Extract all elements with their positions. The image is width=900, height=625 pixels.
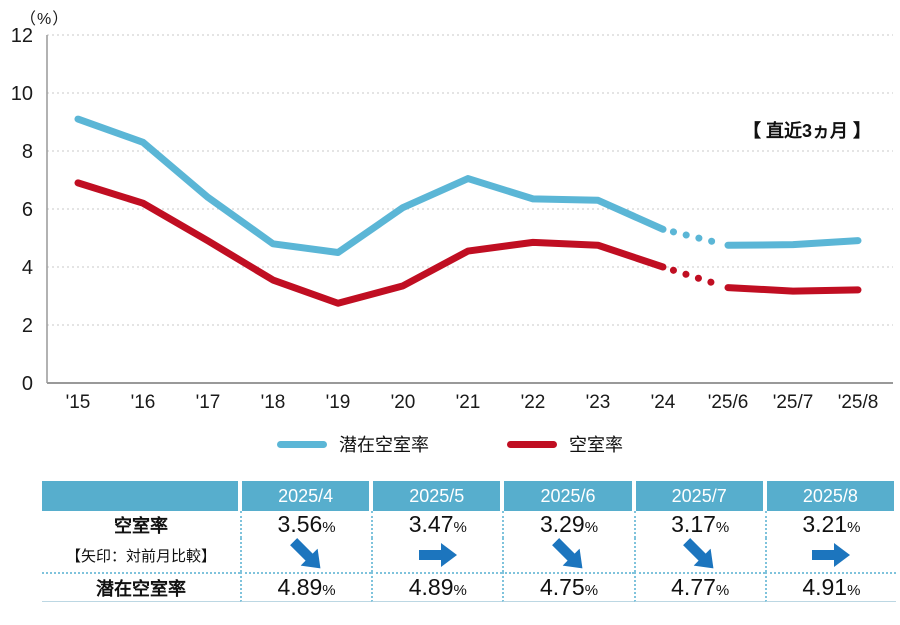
- arrow-note-label: 【矢印：対前月比較】: [65, 547, 216, 565]
- potential-vacancy-line-dotted: [669, 228, 725, 248]
- row-label-cell: 【矢印：対前月比較】: [42, 538, 240, 572]
- rate-value: 4.75%: [539, 574, 599, 600]
- vacancy-rate-line-chart: 0 2 4 6 8 10 12 '15 '16 '17 '18 '19 '20 '21 '22 '23 '24 '…: [11, 25, 893, 413]
- potential-vacancy-line: [74, 115, 667, 256]
- rate-value: 3.29%: [539, 511, 599, 537]
- arrow-cell: [240, 538, 372, 572]
- trend-arrow-down: [541, 527, 596, 582]
- table-header-month: 2025/6: [502, 481, 633, 511]
- x-tick-label: '24: [651, 392, 676, 413]
- value-cell: 3.21%: [764, 511, 896, 538]
- row-label-cell: 空室率: [42, 511, 240, 538]
- trend-arrow-down: [279, 527, 334, 582]
- x-tick-label: '21: [456, 392, 481, 413]
- y-tick-label: 6: [22, 199, 33, 221]
- trend-arrow-down: [673, 527, 728, 582]
- arrow-icon: [683, 538, 714, 569]
- arrow-cell: [502, 538, 634, 572]
- y-tick-label: 12: [11, 25, 33, 47]
- rate-value: 3.47%: [408, 511, 467, 537]
- arrow-cell: [371, 538, 503, 572]
- value-cell: 4.77%: [633, 572, 765, 602]
- x-tick-label: '22: [521, 392, 546, 413]
- vacancy-line-dotted: [669, 266, 725, 290]
- y-tick-label: 2: [22, 315, 33, 337]
- x-tick-label: '20: [391, 392, 416, 413]
- x-tick-label: '17: [196, 392, 221, 413]
- header-month-label: 2025/7: [635, 481, 763, 511]
- value-cell: 3.47%: [371, 511, 503, 538]
- y-tick-label: 0: [22, 373, 33, 395]
- table-header-month: 2025/5: [371, 481, 502, 511]
- value-cell: 4.75%: [502, 572, 634, 602]
- rate-value: 3.56%: [277, 511, 336, 537]
- value-cell: 4.91%: [764, 572, 896, 602]
- rate-value: 4.77%: [671, 574, 730, 600]
- arrow-icon: [418, 543, 457, 567]
- header-month-label: 2025/6: [504, 481, 632, 511]
- rate-value: 4.89%: [277, 574, 336, 600]
- legend-label: 空室率: [569, 435, 623, 455]
- y-tick-label: 10: [11, 83, 33, 105]
- y-tick-label: 8: [22, 141, 33, 163]
- trend-arrow-right: [809, 538, 853, 572]
- chart-legend: 潜在空室率 空室率: [0, 428, 900, 460]
- x-tick-label: '25/6: [708, 392, 749, 413]
- row-label: 空室率: [114, 515, 168, 536]
- x-tick-label: '25/7: [773, 392, 814, 413]
- row-label-cell: 潜在空室率: [42, 572, 240, 602]
- vacancy-line: [74, 179, 667, 307]
- table-header-month: 2025/8: [765, 481, 896, 511]
- legend-line-swatch-blue: [277, 440, 327, 448]
- rate-value: 3.17%: [671, 511, 730, 537]
- arrow-cell: [764, 538, 896, 572]
- legend-line-swatch-red: [507, 440, 557, 448]
- x-tick-label: '19: [326, 392, 351, 413]
- table-header-month: 2025/4: [240, 481, 371, 511]
- legend-label: 潜在空室率: [339, 435, 429, 455]
- x-tick-label: '18: [261, 392, 286, 413]
- header-month-label: 2025/8: [766, 481, 894, 511]
- y-tick-label: 4: [22, 257, 33, 279]
- value-cell: 3.17%: [633, 511, 765, 538]
- x-tick-label: '16: [131, 392, 156, 413]
- arrow-icon: [812, 543, 851, 567]
- x-tick-label: '15: [66, 392, 91, 413]
- header-month-label: 2025/4: [242, 481, 370, 511]
- arrow-icon: [289, 538, 321, 569]
- legend-item-potential-vacancy: 潜在空室率: [277, 431, 429, 457]
- x-tick-label: '25/8: [838, 392, 879, 413]
- rate-value: 3.21%: [802, 511, 861, 537]
- table-header-month: 2025/7: [634, 481, 765, 511]
- monthly-vacancy-table: 2025/4 2025/5 2025/6 2025/7 2025/8 空室率 3.56% 3.…: [42, 481, 896, 602]
- value-cell: 4.89%: [240, 572, 372, 602]
- value-cell: 3.56%: [240, 511, 372, 538]
- legend-item-vacancy: 空室率: [507, 431, 623, 457]
- value-cell: 4.89%: [371, 572, 503, 602]
- row-label: 潜在空室率: [96, 578, 186, 599]
- arrow-cell: [633, 538, 765, 572]
- rate-value: 4.91%: [802, 574, 861, 600]
- vacancy-line: [724, 284, 862, 295]
- potential-vacancy-line: [724, 237, 862, 249]
- arrow-icon: [552, 538, 583, 569]
- rate-value: 4.89%: [408, 574, 467, 600]
- value-cell: 3.29%: [502, 511, 634, 538]
- x-tick-label: '23: [586, 392, 611, 413]
- header-month-label: 2025/5: [373, 481, 501, 511]
- header-pill: [42, 481, 238, 511]
- table-header-corner: [42, 481, 240, 511]
- y-axis-unit-label: （%）: [20, 11, 70, 28]
- recent-3-months-annotation: 【 直近3ヵ月 】: [743, 120, 871, 141]
- trend-arrow-right: [416, 538, 460, 572]
